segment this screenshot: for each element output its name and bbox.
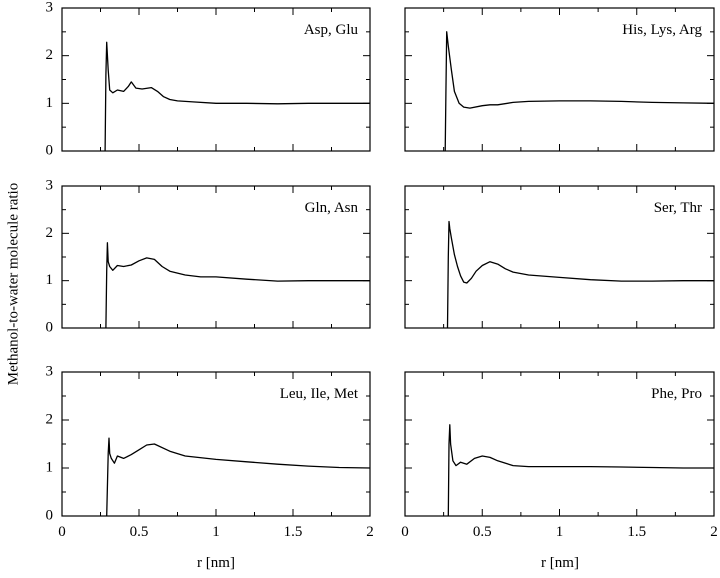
x-tick-label: 2 (710, 524, 718, 540)
y-tick-label: 0 (46, 319, 54, 335)
panel-3: 0 1 2 3 Gln, Asn (46, 177, 371, 335)
panel-label: Gln, Asn (305, 200, 359, 216)
y-tick-label: 1 (46, 95, 54, 111)
x-axis-title-left: r [nm] (197, 555, 235, 571)
x-tick-label: 1.5 (284, 524, 303, 540)
panel-6: 0 0.5 1 1.5 2 Phe, Pro (401, 371, 718, 540)
y-tick-label: 2 (46, 47, 54, 63)
y-tick-label: 1 (46, 272, 54, 288)
y-tick-label: 3 (46, 0, 54, 15)
panel-5: 0 1 2 3 0 0.5 1 1.5 2 Leu, Ile, Met (46, 363, 374, 540)
panel-4: Ser, Thr (404, 185, 715, 329)
x-tick-label: 0.5 (130, 524, 149, 540)
series-line (106, 437, 371, 517)
x-tick-label: 1 (212, 524, 220, 540)
panel-label: His, Lys, Arg (622, 22, 702, 38)
y-tick-label: 3 (46, 177, 54, 193)
y-tick-label: 2 (46, 225, 54, 241)
x-tick-label: 1.5 (627, 524, 646, 540)
panel-label: Asp, Glu (304, 22, 359, 38)
y-axis-title: Methanol-to-water molecule ratio (5, 183, 21, 385)
panel-label: Ser, Thr (654, 200, 702, 216)
series-line (446, 220, 714, 329)
x-tick-label: 2 (366, 524, 374, 540)
panel-label: Phe, Pro (651, 386, 702, 402)
panel-2: His, Lys, Arg (404, 7, 715, 152)
x-tick-label: 1 (556, 524, 564, 540)
y-tick-label: 0 (46, 507, 54, 523)
y-tick-label: 2 (46, 411, 54, 427)
series-line (447, 424, 714, 517)
y-tick-label: 3 (46, 363, 54, 379)
x-tick-label: 0.5 (473, 524, 492, 540)
y-tick-label: 1 (46, 459, 54, 475)
panel-label: Leu, Ile, Met (280, 386, 359, 402)
x-tick-label: 0 (401, 524, 409, 540)
x-axis-title-right: r [nm] (541, 555, 579, 571)
panel-1: 0 1 2 3 Asp, Glu (46, 0, 371, 158)
series-line (104, 41, 370, 152)
x-tick-label: 0 (58, 524, 66, 540)
series-line (444, 31, 715, 152)
series-line (105, 242, 370, 329)
y-tick-label: 0 (46, 142, 54, 158)
